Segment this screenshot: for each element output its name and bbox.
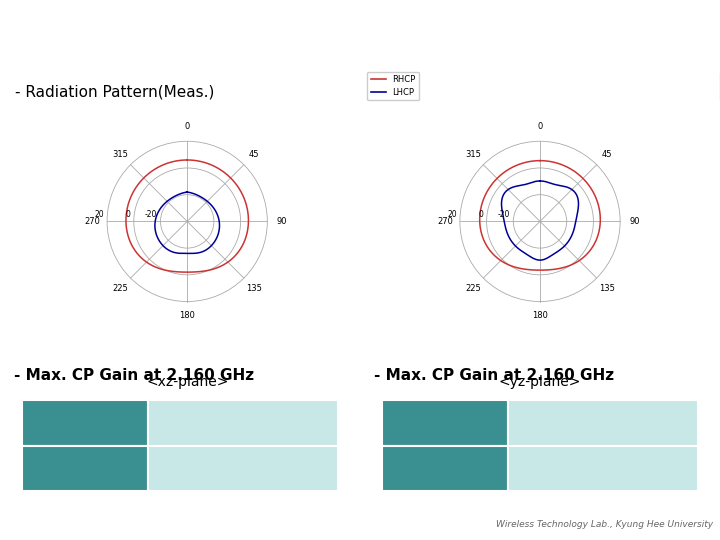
Text: 90: 90 [629, 217, 640, 226]
Text: 135: 135 [599, 284, 615, 293]
Text: 315: 315 [112, 150, 128, 159]
Text: <xz-plane>: <xz-plane> [146, 375, 228, 389]
Text: - Max. CP Gain at 2.160 GHz: - Max. CP Gain at 2.160 GHz [374, 368, 614, 383]
Text: LHCP Gain: LHCP Gain [405, 462, 485, 475]
Text: 20: 20 [447, 210, 456, 219]
Text: RHCP Gain: RHCP Gain [43, 416, 127, 429]
Text: 270: 270 [85, 217, 101, 226]
Text: - Radiation Pattern(Meas.): - Radiation Pattern(Meas.) [15, 84, 215, 99]
Text: -20: -20 [498, 210, 510, 219]
Text: - Max. CP Gain at 2.160 GHz: - Max. CP Gain at 2.160 GHz [14, 368, 254, 383]
Text: 135: 135 [246, 284, 262, 293]
Text: 0: 0 [184, 123, 190, 131]
Text: Wireless Technology Lab., Kyung Hee University: Wireless Technology Lab., Kyung Hee Univ… [495, 521, 713, 529]
Text: 0: 0 [537, 123, 543, 131]
Text: 90: 90 [276, 217, 287, 226]
Text: RHCP Gain: RHCP Gain [403, 416, 487, 429]
Text: Rectangular Patch antenna(4): Rectangular Patch antenna(4) [13, 19, 437, 43]
Text: 0: 0 [479, 210, 483, 219]
Text: 225: 225 [112, 284, 128, 293]
Text: -20: -20 [145, 210, 157, 219]
Text: 0: 0 [126, 210, 130, 219]
Text: 180: 180 [532, 312, 548, 320]
Text: 270: 270 [438, 217, 454, 226]
Text: 225: 225 [465, 284, 481, 293]
Text: ic: ic [654, 423, 661, 431]
Text: ic: ic [294, 423, 301, 431]
Text: 5.94 dB: 5.94 dB [558, 415, 624, 430]
Text: 180: 180 [179, 312, 195, 320]
Text: 45: 45 [602, 150, 612, 159]
Text: -12.52 dB: -12.52 dB [549, 461, 632, 476]
Legend: RHCP, LHCP: RHCP, LHCP [367, 72, 419, 100]
Text: ic: ic [294, 469, 301, 477]
Text: -14.03 dB: -14.03 dB [189, 461, 271, 476]
Text: 6.056 dB: 6.056 dB [193, 415, 269, 430]
Text: LHCP Gain: LHCP Gain [45, 462, 125, 475]
Text: ic: ic [654, 469, 661, 477]
Text: 45: 45 [249, 150, 259, 159]
Text: 315: 315 [465, 150, 481, 159]
Text: <yz-plane>: <yz-plane> [499, 375, 581, 389]
Text: 20: 20 [94, 210, 104, 219]
